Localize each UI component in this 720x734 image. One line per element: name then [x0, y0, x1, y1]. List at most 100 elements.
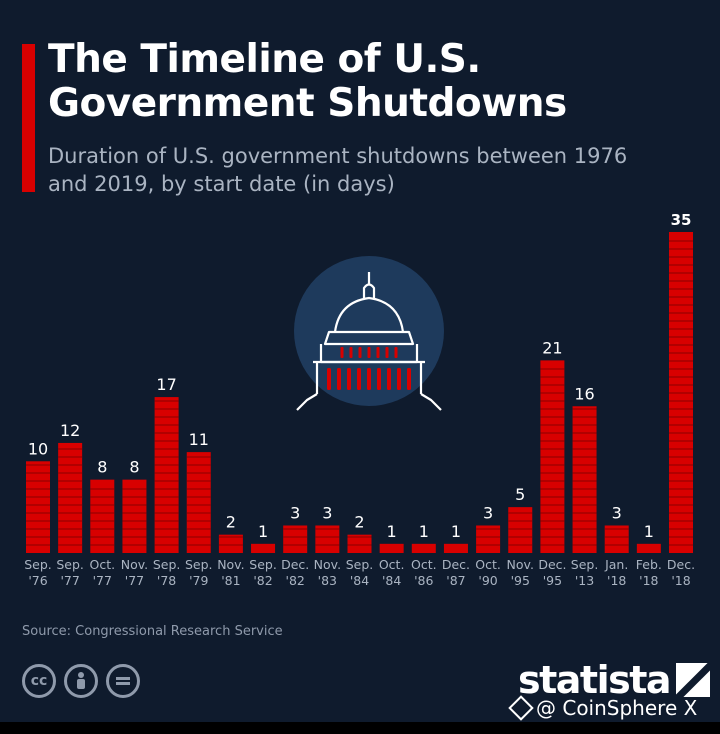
bar: [636, 543, 661, 553]
cc-icon[interactable]: cc: [22, 664, 56, 698]
license-icons: cc: [22, 664, 140, 698]
dome-column-lower: [387, 368, 391, 390]
tick-label-year: '90: [478, 573, 497, 588]
dome-column-upper: [340, 347, 344, 358]
tick-label-month: Nov.: [217, 557, 244, 572]
dome-column-lower: [327, 368, 331, 390]
data-label: 1: [258, 522, 268, 541]
tick-label-month: Oct.: [411, 557, 437, 572]
tick-label-year: '18: [639, 573, 658, 588]
bar: [251, 543, 276, 553]
brand-name: statista: [518, 658, 672, 702]
tick-label-year: '82: [253, 573, 272, 588]
capitol-dome-icon: [294, 256, 444, 411]
tick-label-month: Sep.: [153, 557, 181, 572]
data-label: 12: [60, 421, 80, 440]
tick-label-year: '87: [446, 573, 465, 588]
tick-label-month: Sep.: [185, 557, 213, 572]
tick-label-year: '81: [221, 573, 240, 588]
bar-group: 10 Sep.'76: [24, 439, 52, 588]
bar-group: 3 Jan.'18: [604, 503, 629, 588]
dome-column-upper: [376, 347, 380, 358]
bar: [411, 543, 436, 553]
tick-label-year: '18: [671, 573, 690, 588]
attribution-icon[interactable]: [64, 664, 98, 698]
dome-lantern: [362, 283, 376, 298]
dome-ring: [323, 330, 415, 346]
dome-column-upper: [367, 347, 371, 358]
bar-group: 3 Oct.'90: [475, 503, 501, 588]
bar: [604, 525, 629, 553]
tick-label-month: Nov.: [507, 557, 534, 572]
bar-group: 17 Sep.'78: [153, 375, 181, 588]
bar-group: 8 Nov.'77: [121, 458, 148, 588]
tick-label-month: Dec.: [538, 557, 566, 572]
dome-column-lower: [357, 368, 361, 390]
tick-label-year: '83: [318, 573, 337, 588]
data-label: 3: [322, 503, 332, 522]
bottom-strip: [0, 722, 720, 734]
data-label: 1: [387, 522, 397, 541]
dome-column-upper: [394, 347, 398, 358]
tick-label-month: Sep.: [346, 557, 374, 572]
dome-column-lower: [377, 368, 381, 390]
tick-label-year: '82: [286, 573, 305, 588]
bar-group: 1 Dec.'87: [442, 522, 470, 588]
tick-label-month: Oct.: [379, 557, 405, 572]
tick-label-year: '79: [189, 573, 208, 588]
statista-logo[interactable]: statista: [518, 658, 711, 702]
data-label: 1: [451, 522, 461, 541]
data-label: 17: [156, 375, 176, 394]
dome-column-lower: [347, 368, 351, 390]
tick-label-month: Dec.: [667, 557, 695, 572]
tick-label-year: '78: [157, 573, 176, 588]
bar: [283, 525, 308, 553]
tick-label-month: Dec.: [281, 557, 309, 572]
no-derivatives-icon[interactable]: [106, 664, 140, 698]
bar-group: 2 Sep.'84: [346, 513, 374, 588]
bar: [443, 543, 468, 553]
dome-column-upper: [349, 347, 353, 358]
data-label: 21: [542, 338, 562, 357]
tick-label-month: Jan.: [604, 557, 628, 572]
dome-cap: [333, 296, 405, 333]
data-label: 5: [515, 485, 525, 504]
bar-group: 3 Dec.'82: [281, 503, 309, 588]
dome-column-lower: [337, 368, 341, 390]
dome-column-lower: [367, 368, 371, 390]
tick-label-year: '95: [543, 573, 562, 588]
data-label: 11: [189, 430, 209, 449]
bar: [186, 452, 211, 553]
bar: [379, 543, 404, 553]
tick-label-year: '77: [93, 573, 112, 588]
data-label: 35: [671, 211, 692, 229]
data-label: 8: [97, 458, 107, 477]
dome-base-right: [420, 393, 442, 411]
bar-group: 21 Dec.'95: [538, 338, 566, 588]
bar: [90, 479, 115, 553]
watermark: @ CoinSphere X: [508, 695, 697, 721]
tick-label-year: '13: [575, 573, 594, 588]
tick-label-year: '18: [607, 573, 626, 588]
tick-label-year: '84: [382, 573, 401, 588]
dome-column-lower: [407, 368, 411, 390]
data-label: 3: [612, 503, 622, 522]
tick-label-year: '95: [511, 573, 530, 588]
bar-group: 5 Nov.'95: [507, 485, 534, 588]
tick-label-month: Sep.: [571, 557, 599, 572]
tick-label-month: Nov.: [314, 557, 341, 572]
source-note: Source: Congressional Research Service: [22, 624, 283, 639]
bar-group: 35 Dec.'18: [667, 211, 695, 588]
tick-label-month: Nov.: [121, 557, 148, 572]
dome-base-left: [296, 393, 318, 411]
bar: [122, 479, 147, 553]
bar-group: 12 Sep.'77: [56, 421, 84, 588]
title-accent-bar: [22, 44, 35, 192]
bar: [26, 461, 50, 553]
data-label: 2: [226, 513, 236, 532]
bar: [508, 507, 533, 553]
bar: [58, 442, 83, 553]
dome-drum-sides: [315, 362, 423, 394]
